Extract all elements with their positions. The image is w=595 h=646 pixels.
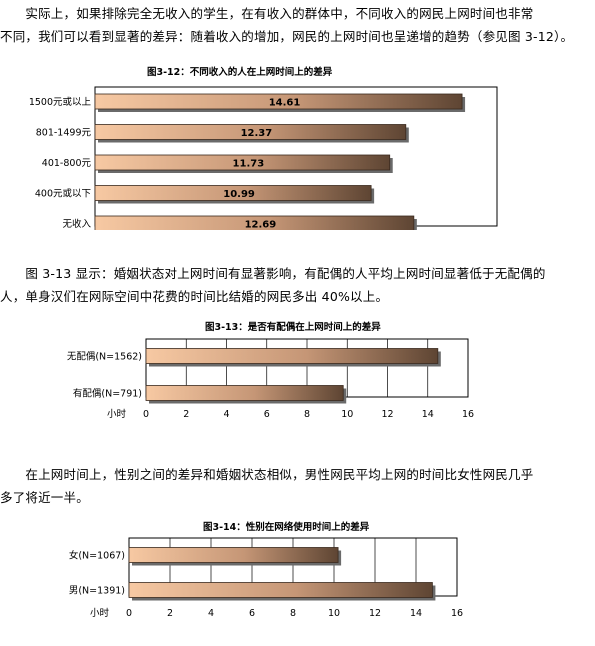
chart-income: 图3-12：不同收入的人在上网时间上的差异 1500元或以上 14.61 801-14… <box>0 60 595 234</box>
x-tick-label: 16 <box>462 409 474 420</box>
paragraph-line: 人，单身汉们在网际空间中花费的时间比结婚的网民多出 40%以上。 <box>0 289 389 304</box>
category-label: 有配偶(N=791) <box>73 388 142 400</box>
data-label: 12.69 <box>245 220 277 231</box>
x-tick-label: 10 <box>328 608 340 619</box>
chart-title: 图3-13：是否有配偶在上网时间上的差异 <box>205 321 381 333</box>
x-tick-label: 6 <box>264 409 270 420</box>
x-tick-label: 16 <box>451 608 463 619</box>
data-label: 14.61 <box>269 98 301 109</box>
category-label: 无收入 <box>62 218 91 230</box>
bar <box>128 547 339 563</box>
x-tick-label: 0 <box>126 608 132 619</box>
x-tick-label: 6 <box>249 608 255 619</box>
data-label: 12.37 <box>241 128 273 139</box>
x-tick-label: 0 <box>143 409 149 420</box>
data-label: 11.73 <box>233 159 265 170</box>
chart-title: 图3-14：性别在网络使用时间上的差异 <box>203 521 370 533</box>
bar <box>94 154 391 171</box>
paragraph-marital: 图 3-13 显示：婚姻状态对上网时间有显著影响，有配偶的人平均上网时间显著低于… <box>0 262 595 308</box>
x-tick-label: 4 <box>223 409 229 420</box>
category-label: 400元或以下 <box>35 188 91 200</box>
category-label: 401-800元 <box>42 158 92 169</box>
chart-marital: 图3-13：是否有配偶在上网时间上的差异无配偶(N=1562) 有配偶(N=791… <box>0 318 595 438</box>
bar <box>145 348 439 364</box>
paragraph-line: 不同，我们可以看到显著的差异：随着收入的增加，网民的上网时间也呈递增的趋势（参见… <box>0 29 574 44</box>
x-tick-label: 10 <box>341 409 353 420</box>
data-label: 10.99 <box>223 189 255 200</box>
x-tick-label: 4 <box>208 608 214 619</box>
x-tick-label: 8 <box>304 409 310 420</box>
x-tick-label: 12 <box>381 409 393 420</box>
paragraph-line: 实际上，如果排除完全无收入的学生，在有收入的群体中，不同收入的网民上网时间也非常 <box>0 6 534 21</box>
x-tick-label: 14 <box>422 409 434 420</box>
bar <box>94 124 407 140</box>
category-label: 女(N=1067) <box>69 550 125 562</box>
paragraph-line: 图 3-13 显示：婚姻状态对上网时间有显著影响，有配偶的人平均上网时间显著低于… <box>0 266 546 281</box>
bar <box>128 582 433 598</box>
x-tick-label: 12 <box>369 608 381 619</box>
chart-income-svg: 图3-12：不同收入的人在上网时间上的差异 1500元或以上 14.61 801-14… <box>29 66 498 234</box>
paragraph-income: 实际上，如果排除完全无收入的学生，在有收入的群体中，不同收入的网民上网时间也非常… <box>0 2 595 48</box>
category-label: 男(N=1391) <box>69 586 125 597</box>
x-tick-label: 2 <box>183 409 189 420</box>
x-tick-label: 2 <box>167 608 173 619</box>
bar <box>145 385 344 401</box>
chart-title: 图3-12：不同收入的人在上网时间上的差异 <box>147 66 333 78</box>
paragraph-line: 多了将近一半。 <box>0 490 89 505</box>
bar <box>94 93 463 110</box>
x-axis-label: 小时 <box>90 607 110 619</box>
category-label: 801-1499元 <box>36 128 92 139</box>
x-axis-label: 小时 <box>107 408 127 420</box>
paragraph-line: 在上网时间上，性别之间的差异和婚姻状态相似，男性网民平均上网的时间比女性网民几乎 <box>0 467 534 482</box>
chart-gender: 图3-14：性别在网络使用时间上的差异女(N=1067) 男(N=1391) 0 2 4… <box>0 518 595 638</box>
x-tick-label: 8 <box>290 608 296 619</box>
bar <box>94 185 372 201</box>
category-label: 1500元或以上 <box>29 96 92 108</box>
category-label: 无配偶(N=1562) <box>67 351 142 363</box>
x-tick-label: 14 <box>410 608 422 619</box>
paragraph-gender: 在上网时间上，性别之间的差异和婚姻状态相似，男性网民平均上网的时间比女性网民几乎… <box>0 463 595 509</box>
